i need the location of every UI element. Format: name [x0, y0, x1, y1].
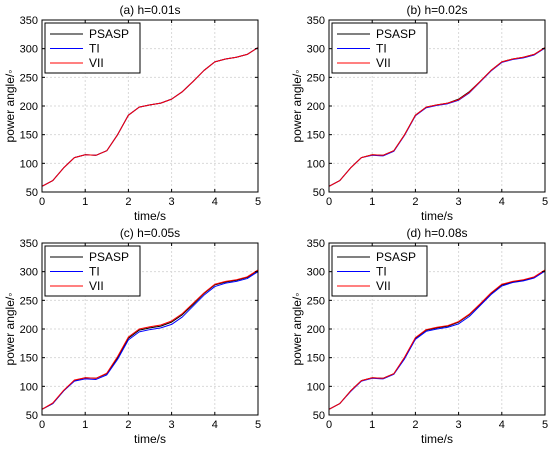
- y-tick-label: 150: [20, 353, 38, 365]
- x-tick-label: 4: [499, 196, 505, 208]
- x-tick-label: 3: [169, 419, 175, 431]
- y-tick-label: 250: [20, 72, 38, 84]
- y-tick-label: 300: [20, 267, 38, 279]
- y-tick-label: 200: [20, 324, 38, 336]
- legend-label-vii: VII: [376, 56, 391, 70]
- y-tick-label: 300: [307, 267, 325, 279]
- legend-label-vii: VII: [89, 56, 104, 70]
- legend-label-ti: TI: [376, 265, 387, 279]
- series-line-ti: [41, 271, 259, 410]
- y-tick-label: 100: [20, 158, 38, 170]
- y-tick-label: 250: [20, 295, 38, 307]
- x-tick-label: 2: [412, 419, 418, 431]
- x-axis-label: time/s: [421, 209, 453, 223]
- x-tick-label: 4: [212, 196, 218, 208]
- legend-label-vii: VII: [376, 279, 391, 293]
- chart-panel-0: 0 1 2 3 4 5 50 100 150 200 250 300 350 (a) h=0.01s tim…: [3, 3, 261, 223]
- y-tick-label: 50: [313, 187, 325, 199]
- chart-panel-1: 0 1 2 3 4 5 50 100 150 200 250 300 350 (b) h=0.02s tim…: [290, 3, 548, 223]
- y-tick-label: 200: [307, 324, 325, 336]
- x-tick-label: 3: [169, 196, 175, 208]
- chart-panel-3: 0 1 2 3 4 5 50 100 150 200 250 300 350 (d) h=0.08s tim…: [290, 226, 548, 446]
- x-tick-label: 1: [82, 196, 88, 208]
- x-tick-label: 0: [39, 419, 45, 431]
- y-tick-label: 100: [307, 158, 325, 170]
- legend-box: [44, 22, 141, 74]
- x-tick-label: 4: [212, 419, 218, 431]
- y-tick-label: 50: [313, 410, 325, 422]
- x-tick-label: 5: [542, 419, 548, 431]
- y-axis-label: power angle/◦: [3, 293, 17, 366]
- legend-label-psasp: PSASP: [89, 27, 129, 41]
- y-tick-label: 150: [307, 353, 325, 365]
- x-tick-label: 1: [82, 419, 88, 431]
- y-tick-label: 250: [307, 295, 325, 307]
- y-axis-label: power angle/◦: [3, 70, 17, 143]
- y-tick-label: 350: [20, 238, 38, 250]
- y-axis-label: power angle/◦: [290, 70, 304, 143]
- y-tick-label: 350: [20, 15, 38, 27]
- x-tick-label: 5: [255, 419, 261, 431]
- y-tick-label: 100: [307, 381, 325, 393]
- x-tick-label: 3: [456, 196, 462, 208]
- y-tick-label: 150: [307, 130, 325, 142]
- x-tick-label: 1: [369, 196, 375, 208]
- legend-box: [44, 245, 141, 297]
- chart-title: (b) h=0.02s: [406, 3, 467, 17]
- chart-title: (a) h=0.01s: [119, 3, 180, 17]
- y-tick-label: 150: [20, 130, 38, 142]
- x-axis-label: time/s: [134, 209, 166, 223]
- x-tick-label: 1: [369, 419, 375, 431]
- y-axis-label: power angle/◦: [290, 293, 304, 366]
- legend-label-ti: TI: [89, 42, 100, 56]
- x-tick-label: 0: [326, 196, 332, 208]
- x-tick-label: 0: [326, 419, 332, 431]
- series-line-vii: [328, 47, 546, 187]
- y-tick-label: 300: [307, 44, 325, 56]
- y-tick-label: 350: [307, 15, 325, 27]
- y-tick-label: 300: [20, 44, 38, 56]
- y-tick-label: 200: [307, 101, 325, 113]
- series-line-vii: [41, 269, 259, 410]
- legend-label-psasp: PSASP: [376, 250, 416, 264]
- x-tick-label: 0: [39, 196, 45, 208]
- series-line-vii: [41, 47, 259, 187]
- chart-title: (d) h=0.08s: [406, 226, 467, 240]
- x-tick-label: 3: [456, 419, 462, 431]
- y-tick-label: 350: [307, 238, 325, 250]
- y-tick-label: 50: [26, 410, 38, 422]
- legend-label-ti: TI: [89, 265, 100, 279]
- legend-label-psasp: PSASP: [376, 27, 416, 41]
- series-line-ti: [328, 270, 546, 410]
- chart-title: (c) h=0.05s: [120, 226, 180, 240]
- y-tick-label: 100: [20, 381, 38, 393]
- legend-label-ti: TI: [376, 42, 387, 56]
- legend-label-vii: VII: [89, 279, 104, 293]
- x-axis-label: time/s: [421, 432, 453, 446]
- x-tick-label: 2: [125, 196, 131, 208]
- x-axis-label: time/s: [134, 432, 166, 446]
- x-tick-label: 5: [542, 196, 548, 208]
- legend-label-psasp: PSASP: [89, 250, 129, 264]
- y-tick-label: 200: [20, 101, 38, 113]
- y-tick-label: 50: [26, 187, 38, 199]
- x-tick-label: 2: [125, 419, 131, 431]
- x-tick-label: 5: [255, 196, 261, 208]
- x-tick-label: 4: [499, 419, 505, 431]
- x-tick-label: 2: [412, 196, 418, 208]
- chart-panel-2: 0 1 2 3 4 5 50 100 150 200 250 300 350 (c) h=0.05s tim…: [3, 226, 261, 446]
- y-tick-label: 250: [307, 72, 325, 84]
- series-line-vii: [328, 269, 546, 410]
